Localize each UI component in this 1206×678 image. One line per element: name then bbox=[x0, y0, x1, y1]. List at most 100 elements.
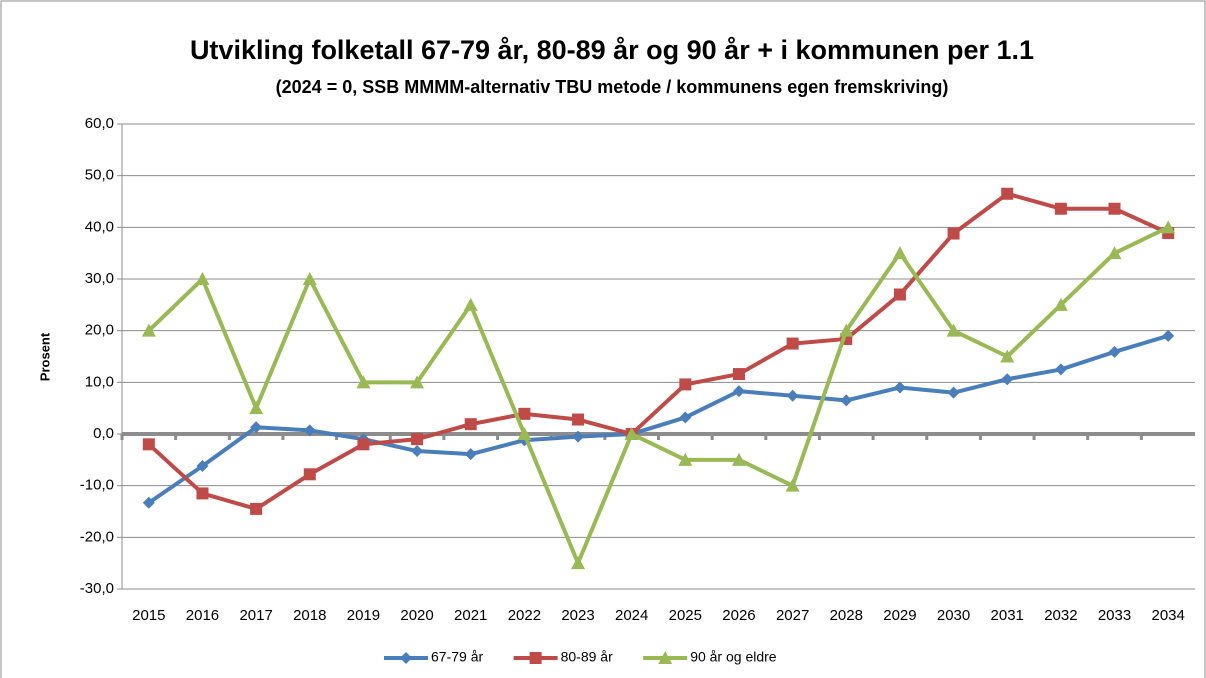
marker bbox=[786, 337, 799, 350]
marker bbox=[1054, 363, 1067, 376]
marker bbox=[572, 413, 585, 426]
legend-item: 90 år og eldre bbox=[643, 649, 777, 665]
marker bbox=[249, 401, 264, 415]
marker bbox=[357, 438, 370, 451]
marker bbox=[572, 430, 585, 443]
legend-label: 67-79 år bbox=[431, 649, 483, 665]
y-tick-label: -30,0 bbox=[80, 580, 114, 597]
marker bbox=[1108, 202, 1121, 215]
marker bbox=[356, 375, 371, 389]
marker bbox=[303, 424, 316, 437]
marker bbox=[196, 460, 209, 473]
marker bbox=[411, 433, 424, 446]
marker bbox=[1053, 297, 1068, 311]
marker bbox=[517, 427, 532, 440]
marker bbox=[518, 407, 531, 420]
marker bbox=[679, 378, 692, 391]
x-tick-label: 2032 bbox=[1044, 607, 1077, 624]
x-tick-label: 2030 bbox=[937, 607, 970, 624]
marker bbox=[400, 652, 412, 664]
legend-item: 67-79 år bbox=[384, 649, 483, 665]
marker bbox=[571, 556, 586, 570]
marker bbox=[1054, 202, 1067, 215]
x-tick-label: 2018 bbox=[293, 607, 326, 624]
marker bbox=[785, 478, 800, 492]
marker bbox=[464, 418, 477, 431]
marker bbox=[732, 368, 745, 381]
x-tick-label: 2025 bbox=[669, 607, 702, 624]
x-tick-label: 2024 bbox=[615, 607, 648, 624]
marker bbox=[658, 651, 673, 664]
x-tick-label: 2033 bbox=[1098, 607, 1131, 624]
legend-label: 90 år og eldre bbox=[690, 649, 777, 665]
marker bbox=[411, 445, 424, 458]
y-tick-label: 40,0 bbox=[85, 218, 114, 235]
chart-subtitle: (2024 = 0, SSB MMMM-alternativ TBU metod… bbox=[276, 77, 949, 97]
y-tick-label: -20,0 bbox=[80, 528, 114, 545]
x-tick-label: 2031 bbox=[991, 607, 1024, 624]
x-tick-label: 2034 bbox=[1151, 607, 1184, 624]
x-tick-label: 2027 bbox=[776, 607, 809, 624]
marker bbox=[303, 468, 316, 481]
series-line bbox=[147, 191, 1169, 511]
x-tick-label: 2020 bbox=[400, 607, 433, 624]
marker bbox=[946, 323, 961, 337]
y-tick-label: 50,0 bbox=[85, 167, 114, 184]
series-line bbox=[147, 333, 1169, 505]
x-tick-label: 2017 bbox=[239, 607, 272, 624]
marker bbox=[195, 272, 210, 285]
marker bbox=[250, 421, 263, 434]
y-tick-label: 0,0 bbox=[93, 425, 114, 442]
marker bbox=[463, 297, 478, 311]
marker bbox=[141, 323, 156, 337]
marker bbox=[302, 272, 317, 285]
marker bbox=[947, 386, 960, 399]
x-tick-label: 2021 bbox=[454, 607, 487, 624]
marker bbox=[464, 448, 477, 461]
y-tick-label: -10,0 bbox=[80, 477, 114, 494]
y-tick-label: 10,0 bbox=[85, 373, 114, 390]
legend-label: 80-89 år bbox=[561, 649, 613, 665]
y-axis-label: Prosent bbox=[37, 332, 52, 381]
marker bbox=[893, 381, 906, 394]
legend-item: 80-89 år bbox=[513, 649, 613, 665]
marker bbox=[196, 487, 209, 500]
marker bbox=[679, 411, 692, 424]
marker bbox=[1162, 329, 1175, 342]
marker bbox=[732, 385, 745, 398]
marker bbox=[142, 438, 155, 451]
marker bbox=[947, 227, 960, 240]
marker bbox=[678, 452, 693, 466]
marker bbox=[731, 452, 746, 466]
marker bbox=[1001, 373, 1014, 386]
x-tick-label: 2026 bbox=[722, 607, 755, 624]
marker bbox=[1107, 246, 1122, 260]
marker bbox=[893, 288, 906, 301]
series-line bbox=[147, 225, 1170, 566]
marker bbox=[1001, 187, 1014, 200]
marker bbox=[250, 502, 263, 515]
marker bbox=[786, 389, 799, 402]
marker bbox=[840, 394, 853, 407]
marker bbox=[410, 375, 425, 389]
marker bbox=[142, 496, 155, 509]
marker bbox=[1108, 345, 1121, 358]
marker bbox=[624, 427, 639, 440]
chart-title: Utvikling folketall 67-79 år, 80-89 år o… bbox=[190, 35, 1034, 65]
marker bbox=[1161, 220, 1176, 234]
marker bbox=[839, 323, 854, 337]
y-tick-label: 60,0 bbox=[85, 115, 114, 132]
x-tick-label: 2022 bbox=[508, 607, 541, 624]
marker bbox=[892, 246, 907, 260]
marker bbox=[1000, 349, 1015, 363]
x-tick-label: 2029 bbox=[883, 607, 916, 624]
marker bbox=[529, 652, 542, 664]
x-tick-label: 2028 bbox=[830, 607, 863, 624]
x-tick-label: 2023 bbox=[561, 607, 594, 624]
y-tick-label: 20,0 bbox=[85, 322, 114, 339]
x-tick-label: 2016 bbox=[186, 607, 219, 624]
y-tick-label: 30,0 bbox=[85, 270, 114, 287]
